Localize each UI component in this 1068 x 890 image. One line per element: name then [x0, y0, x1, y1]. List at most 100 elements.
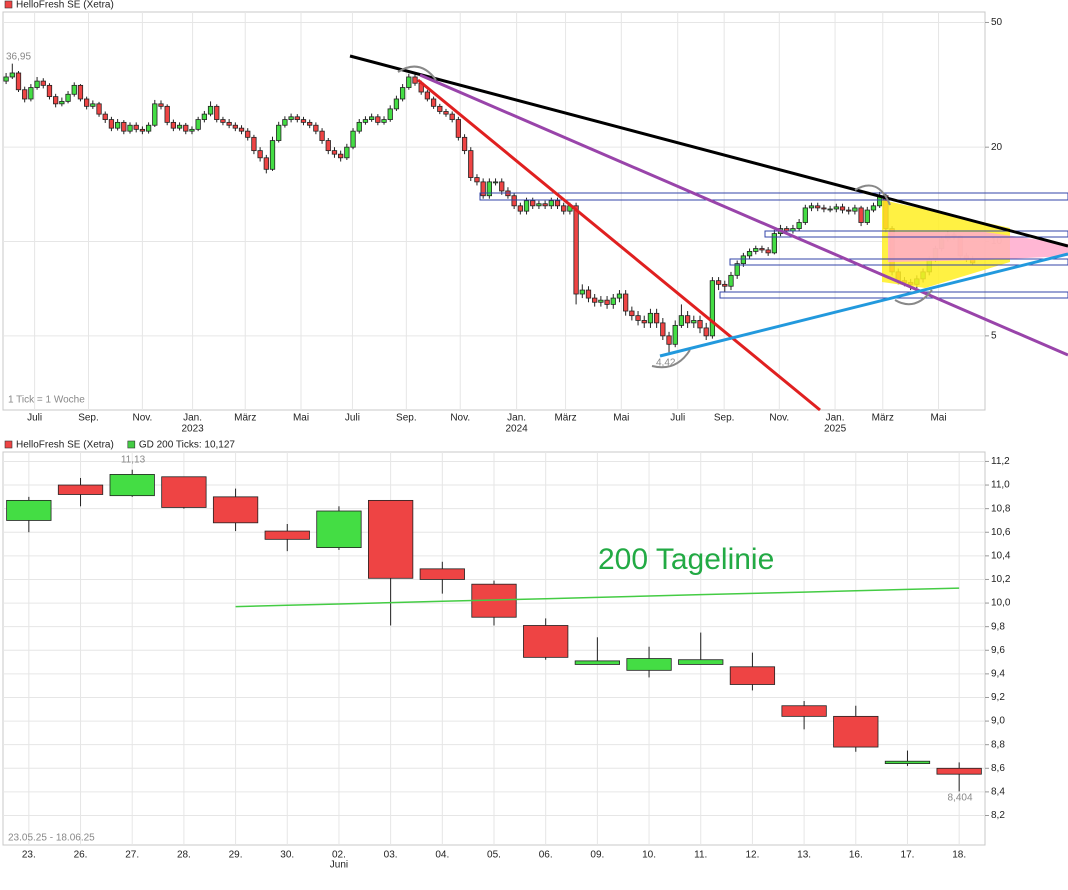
candle-body [443, 111, 449, 115]
candle-body [139, 128, 146, 132]
candle-body [796, 222, 802, 229]
x-tick-label: 12. [745, 850, 759, 861]
candle-body [176, 124, 183, 129]
y-tick-label: 5 [991, 331, 997, 342]
candle-body [232, 124, 238, 129]
candle-body [585, 289, 592, 299]
candle-body [870, 205, 877, 211]
x-tick-label: 16. [849, 850, 863, 861]
candle-body [722, 283, 728, 287]
x-tick-label: Mai [613, 413, 629, 424]
candle-body [499, 181, 505, 192]
candle-body [641, 320, 647, 324]
price-zone [764, 230, 1068, 238]
y-tick-label: 50 [991, 17, 1003, 28]
x-tick-label: 27. [125, 850, 139, 861]
candle-body [616, 293, 623, 299]
candle-body [399, 87, 406, 100]
candle-body [108, 119, 115, 129]
candle-body [207, 105, 214, 115]
candle-body [771, 233, 777, 254]
candle-body [746, 250, 753, 257]
candle-body [734, 263, 740, 276]
legend-label: HelloFresh SE (Xetra) [16, 0, 114, 11]
x-tick-label: März [234, 413, 256, 424]
max-label: 11,13 [121, 455, 146, 466]
candle-body [368, 499, 414, 579]
candle-body [626, 658, 672, 671]
trend-line [659, 252, 1068, 358]
candle-body [189, 128, 195, 132]
x-tick-label: 10. [642, 850, 656, 861]
candle-body [57, 484, 104, 495]
candle-body [715, 280, 722, 285]
candle-body [238, 127, 245, 132]
candle-body [77, 84, 84, 100]
candle-body [437, 105, 443, 112]
min-label: 8,404 [947, 793, 972, 804]
x-tick-year: 2024 [505, 424, 528, 435]
candle-body [839, 206, 846, 211]
y-tick-label: 10,6 [991, 527, 1011, 538]
candle-body [492, 181, 499, 184]
candle-body [195, 119, 201, 130]
candle-body [561, 205, 567, 212]
candle-body [728, 274, 734, 287]
candle-body [316, 510, 362, 548]
candle-body [152, 103, 158, 126]
candle-body [517, 205, 523, 212]
x-tick-label: 09. [590, 850, 604, 861]
candle-body [96, 103, 102, 115]
candle-body [59, 100, 65, 105]
x-tick-label: 13. [797, 850, 811, 861]
y-tick-label: 10,4 [991, 550, 1011, 561]
x-tick-label: Sep. [78, 413, 99, 424]
x-tick-label: Mai [293, 413, 309, 424]
candle-body [9, 72, 15, 78]
candle-body [808, 205, 815, 209]
price-zone [479, 192, 1068, 201]
candle-body [678, 315, 685, 326]
candle-body [3, 76, 9, 82]
pink-zone [888, 232, 1068, 262]
candle-body [145, 124, 152, 132]
candle-body [629, 310, 635, 317]
trend-line [349, 54, 1068, 248]
candle-body [387, 108, 393, 120]
x-tick-label: Nov. [450, 413, 470, 424]
candle-body [264, 530, 310, 540]
candle-body [430, 98, 437, 107]
trend-line [417, 78, 821, 412]
y-tick-label: 8,8 [991, 739, 1005, 750]
candle-body [666, 335, 672, 345]
x-tick-label: Juli [27, 413, 42, 424]
candle-body [753, 248, 759, 252]
candle-body [802, 207, 808, 223]
y-tick-label: 9,2 [991, 692, 1005, 703]
candle-body [697, 320, 703, 329]
data-layer: 5020105JuliSep.Nov.Jan.2023MärzMaiJuliSe… [3, 12, 1011, 871]
candle-body [282, 119, 288, 126]
candle-body [201, 113, 207, 120]
y-tick-label: 9,8 [991, 621, 1005, 632]
candle-body [344, 146, 350, 159]
x-tick-label: März [872, 413, 894, 424]
candle-body [338, 153, 344, 159]
y-tick-label: 9,4 [991, 669, 1005, 680]
candle-body [461, 136, 468, 152]
candle-body [523, 200, 530, 212]
legend-swatch [4, 440, 13, 449]
candle-body [480, 181, 486, 197]
candle-body [313, 124, 319, 132]
candle-body [554, 200, 561, 207]
x-tick-label: 26. [74, 850, 88, 861]
ma-annotation: 200 Tagelinie [598, 543, 774, 576]
candle-body [331, 150, 338, 155]
y-tick-label: 10,0 [991, 598, 1011, 609]
candle-body [548, 200, 554, 207]
candle-body [381, 119, 387, 123]
candle-body [455, 119, 462, 138]
x-tick-label: Juli [670, 413, 685, 424]
candle-body [574, 660, 620, 665]
